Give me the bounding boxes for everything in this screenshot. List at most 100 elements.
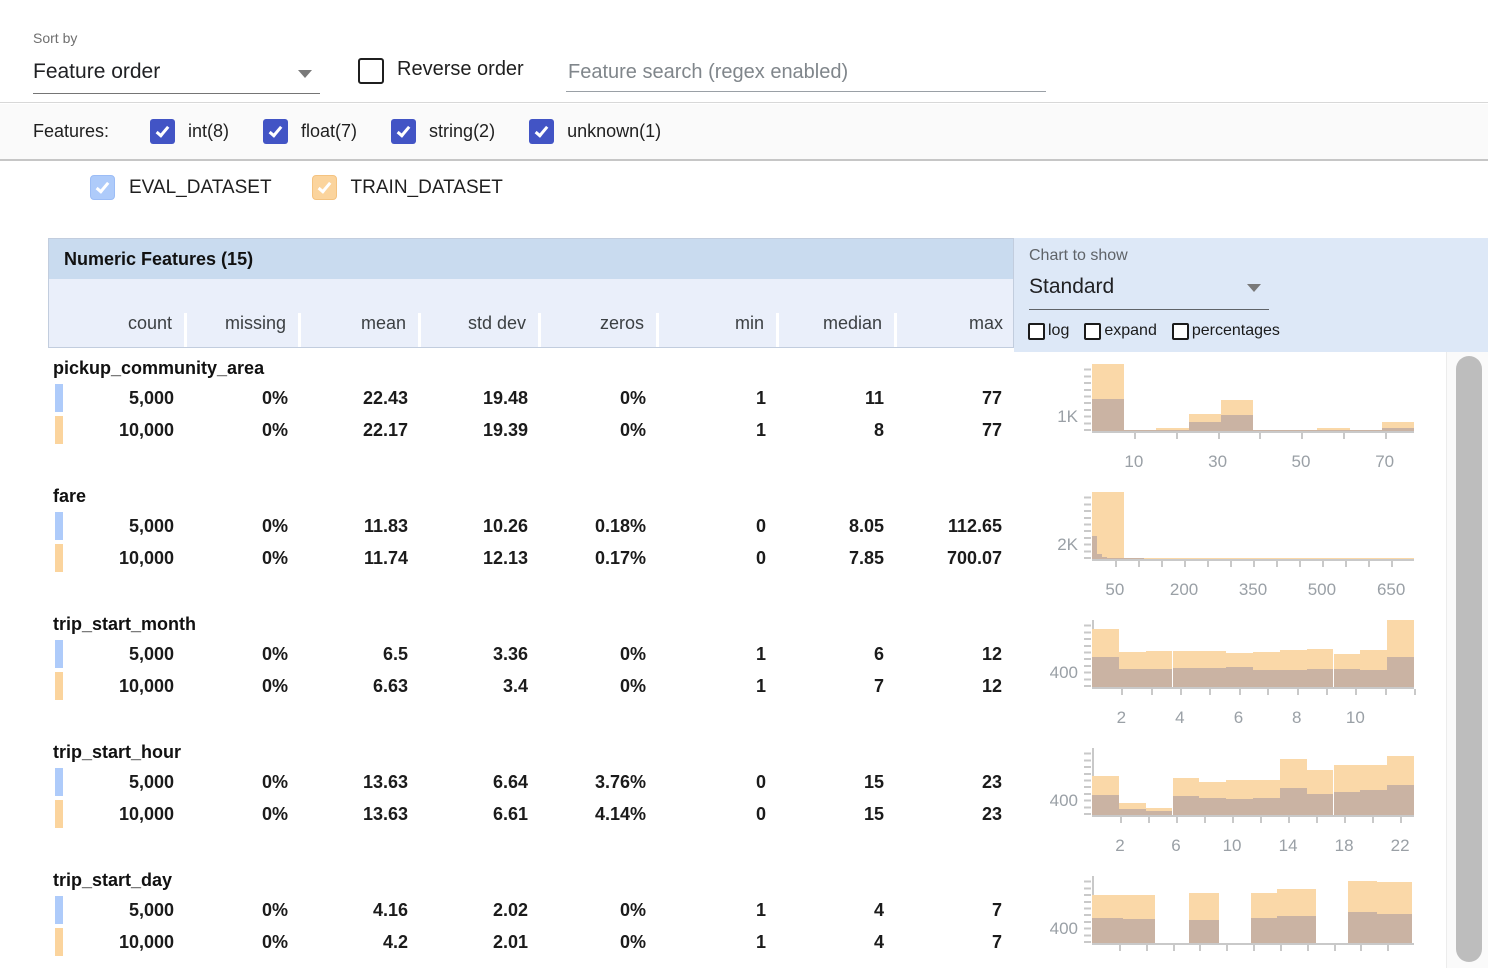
feature-type-toggle-3[interactable]: unknown(1) (529, 119, 661, 144)
feature-block-trip_start_month: trip_start_month5,0000%6.53.360%161210,0… (48, 608, 1014, 736)
chart-option-expand[interactable]: expand (1084, 322, 1157, 340)
stat-min: 1 (658, 894, 778, 926)
stat-std-dev: 19.39 (420, 414, 540, 446)
feature-type-toggle-1[interactable]: float(7) (263, 119, 357, 144)
x-axis-tick (1355, 689, 1357, 695)
feature-type-checkbox[interactable] (150, 119, 175, 144)
x-axis-tick (1259, 433, 1261, 439)
x-tick-label: 30 (1188, 452, 1248, 472)
chart-option-label: expand (1104, 322, 1157, 340)
x-axis-tick (1226, 945, 1228, 951)
eval-swatch (55, 640, 63, 668)
eval-bar (1199, 798, 1226, 815)
stat-std-dev: 6.64 (420, 766, 540, 798)
feature-type-checkbox[interactable] (391, 119, 416, 144)
x-axis-tick (1120, 817, 1122, 823)
y-axis-label: 400 (1020, 792, 1078, 810)
stat-std-dev: 19.48 (420, 382, 540, 414)
train-dataset-checkbox[interactable] (312, 175, 337, 200)
x-axis-tick (1209, 689, 1211, 695)
stat-max: 7 (896, 926, 1014, 958)
chart-option-log[interactable]: log (1028, 322, 1069, 340)
x-tick-label: 50 (1085, 580, 1145, 600)
y-axis-label: 1K (1020, 408, 1078, 426)
x-axis-tick (1161, 561, 1163, 567)
sort-by-label: Sort by (33, 30, 77, 46)
stat-median: 15 (778, 798, 896, 830)
stat-zeros: 0% (540, 670, 658, 702)
x-axis-tick (1297, 689, 1299, 695)
dataset-legend: EVAL_DATASET TRAIN_DATASET (90, 175, 543, 200)
x-axis-tick (1288, 817, 1290, 823)
stat-missing: 0% (186, 510, 300, 542)
stat-mean: 6.5 (300, 638, 420, 670)
x-axis-tick (1134, 433, 1136, 439)
stat-values: 5,0000%22.4319.480%11177 (48, 382, 1014, 414)
stat-max: 112.65 (896, 510, 1014, 542)
feature-search-input[interactable] (566, 54, 1046, 92)
stat-std-dev: 2.02 (420, 894, 540, 926)
percentages-checkbox[interactable] (1172, 323, 1189, 340)
x-tick-label: 2 (1090, 836, 1150, 856)
vertical-scrollbar-track[interactable] (1446, 352, 1488, 968)
x-axis-tick (1180, 689, 1182, 695)
vertical-scrollbar-thumb[interactable] (1456, 356, 1482, 962)
stat-count: 10,000 (48, 670, 186, 702)
x-tick-label: 18 (1314, 836, 1374, 856)
check-icon (269, 123, 283, 137)
chart-option-percentages[interactable]: percentages (1172, 322, 1280, 340)
stat-median: 7 (778, 670, 896, 702)
histogram-trip_start_day: 400 (1014, 864, 1440, 968)
x-axis-tick (1385, 689, 1387, 695)
feature-type-label: float(7) (301, 121, 357, 142)
stat-std-dev: 2.01 (420, 926, 540, 958)
stat-count: 5,000 (48, 638, 186, 670)
stat-missing: 0% (186, 414, 300, 446)
feature-type-checkbox[interactable] (263, 119, 288, 144)
eval-bar (1360, 790, 1387, 815)
stat-count: 10,000 (48, 926, 186, 958)
stat-values: 10,0000%11.7412.130.17%07.85700.07 (48, 542, 1014, 574)
stat-zeros: 0.17% (540, 542, 658, 574)
column-headers-row: countmissingmeanstd devzerosminmedianmax (49, 279, 1013, 347)
chart-type-dropdown[interactable]: Standard (1029, 270, 1269, 310)
chart-option-toggles: log expand percentages (1028, 322, 1295, 340)
histogram-trip_start_hour: 4002610141822 (1014, 736, 1440, 864)
dataset-toggle-train[interactable]: TRAIN_DATASET (312, 175, 503, 200)
chevron-down-icon (1247, 284, 1261, 292)
x-axis-tick (1316, 817, 1318, 823)
eval-dataset-checkbox[interactable] (90, 175, 115, 200)
eval-swatch (55, 768, 63, 796)
y-axis-ticks (1084, 748, 1091, 815)
x-tick-label: 6 (1146, 836, 1206, 856)
eval-bar (1092, 657, 1119, 687)
feature-block-trip_start_hour: trip_start_hour5,0000%13.636.643.76%0152… (48, 736, 1014, 864)
sort-order-dropdown[interactable]: Feature order (33, 56, 320, 94)
stat-row-eval: 5,0000%6.53.360%1612 (48, 638, 1014, 670)
y-axis-ticks (1084, 620, 1091, 687)
column-header-std-dev: std dev (421, 313, 541, 347)
stat-count: 5,000 (48, 894, 186, 926)
expand-checkbox[interactable] (1084, 323, 1101, 340)
eval-bar (1253, 798, 1280, 815)
table-title-banner: Numeric Features (15) (49, 239, 1013, 279)
stat-median: 4 (778, 894, 896, 926)
reverse-order-checkbox[interactable] (358, 58, 384, 84)
stat-zeros: 0% (540, 382, 658, 414)
feature-type-toggle-0[interactable]: int(8) (150, 119, 229, 144)
x-axis-tick (1199, 945, 1201, 951)
feature-type-toggle-2[interactable]: string(2) (391, 119, 495, 144)
stat-min: 0 (658, 542, 778, 574)
stat-row-train: 10,0000%11.7412.130.17%07.85700.07 (48, 542, 1014, 574)
log-checkbox[interactable] (1028, 323, 1045, 340)
eval-bar (1251, 918, 1277, 943)
stat-row-train: 10,0000%22.1719.390%1877 (48, 414, 1014, 446)
check-icon (96, 179, 110, 193)
feature-type-checkbox[interactable] (529, 119, 554, 144)
y-axis-ticks (1084, 492, 1091, 559)
column-header-missing: missing (187, 313, 301, 347)
x-axis-tick (1151, 689, 1153, 695)
feature-name: trip_start_month (53, 610, 196, 638)
train-dataset-label: TRAIN_DATASET (351, 177, 503, 199)
dataset-toggle-eval[interactable]: EVAL_DATASET (90, 175, 272, 200)
